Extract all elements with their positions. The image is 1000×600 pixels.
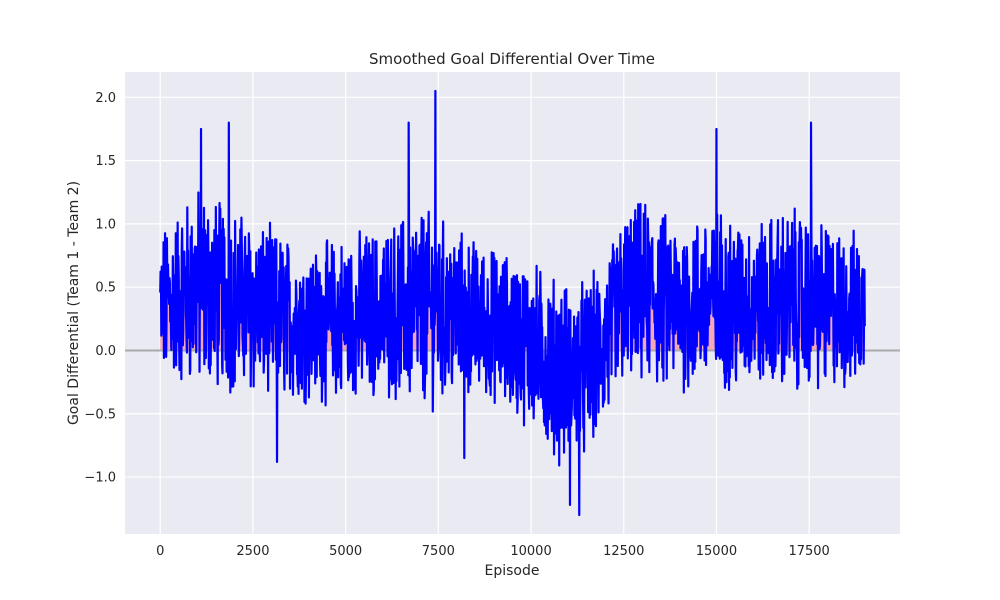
series-line	[159, 89, 866, 517]
x-tick-label: 7500	[422, 544, 455, 559]
y-tick-label: −1.0	[84, 471, 116, 486]
x-tick-label: 12500	[603, 544, 644, 559]
x-tick-label: 2500	[236, 544, 269, 559]
y-axis-label: Goal Differential (Team 1 - Team 2)	[66, 181, 82, 425]
x-axis-label: Episode	[485, 563, 540, 579]
x-tick-labels: 0 2500 5000 7500 10000 12500 15000 17500	[156, 544, 830, 559]
x-tick-label: 15000	[696, 544, 737, 559]
y-tick-label: 1.5	[95, 154, 116, 169]
x-tick-label: 0	[156, 544, 164, 559]
x-tick-label: 17500	[788, 544, 829, 559]
chart-title: Smoothed Goal Differential Over Time	[369, 50, 655, 68]
y-tick-label: 1.0	[95, 217, 116, 232]
y-tick-labels: −1.0 −0.5 0.0 0.5 1.0 1.5 2.0	[84, 91, 116, 486]
y-tick-label: −0.5	[84, 407, 116, 422]
y-tick-label: 2.0	[95, 91, 116, 106]
x-tick-label: 10000	[510, 544, 551, 559]
y-tick-label: 0.5	[95, 281, 116, 296]
y-tick-label: 0.0	[95, 344, 116, 359]
x-tick-label: 5000	[329, 544, 362, 559]
